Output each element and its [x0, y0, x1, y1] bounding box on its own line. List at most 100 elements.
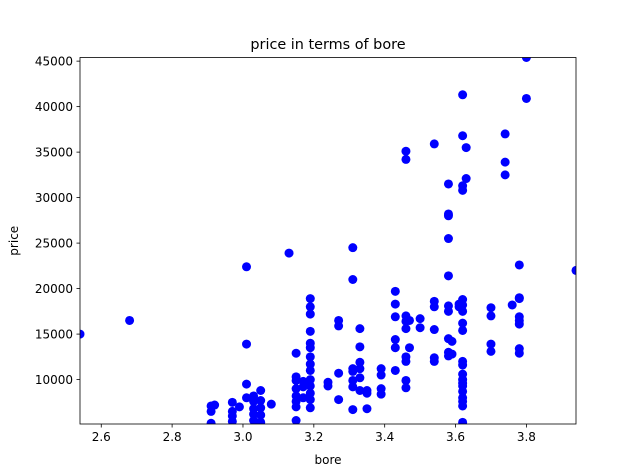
data-point: [348, 364, 358, 374]
data-point: [256, 417, 266, 424]
y-axis: 10000 15000 20000 25000 30000 35000 40000 45000: [35, 54, 80, 387]
x-tick-label: 2.6: [92, 430, 111, 444]
data-point: [305, 381, 315, 391]
data-point: [256, 403, 266, 413]
axes-frame: [79, 57, 577, 425]
data-point: [390, 343, 400, 353]
data-point: [249, 404, 259, 414]
data-point: [415, 314, 425, 324]
data-point: [443, 234, 453, 244]
data-point: [507, 300, 517, 310]
data-point: [266, 399, 276, 409]
data-point: [390, 312, 400, 322]
y-tick-label: 40000: [35, 100, 73, 114]
y-tick-label: 25000: [35, 236, 73, 250]
data-point: [298, 393, 308, 403]
data-point: [242, 339, 252, 349]
data-point: [355, 364, 365, 374]
data-point: [242, 262, 252, 272]
data-point: [305, 326, 315, 336]
y-tick-label: 10000: [35, 373, 73, 387]
data-point: [242, 393, 252, 403]
data-point: [443, 271, 453, 281]
data-point: [443, 209, 453, 219]
data-point: [334, 368, 344, 378]
data-point: [458, 325, 468, 335]
data-point: [206, 418, 216, 424]
data-point: [458, 356, 468, 366]
data-point: [256, 386, 266, 395]
y-tick-label: 30000: [35, 191, 73, 205]
data-point: [362, 404, 372, 414]
data-point: [458, 393, 468, 403]
data-point: [80, 329, 85, 339]
data-point: [125, 315, 135, 325]
data-point: [443, 179, 453, 189]
data-point: [404, 315, 414, 325]
data-point: [227, 397, 237, 407]
points-layer: [80, 57, 576, 424]
data-point: [362, 386, 372, 395]
data-point: [447, 349, 457, 359]
data-point: [401, 383, 411, 393]
data-point: [486, 346, 496, 356]
data-point: [305, 338, 315, 348]
x-tick-label: 3.8: [517, 430, 536, 444]
data-point: [249, 391, 259, 401]
y-tick-label: 35000: [35, 145, 73, 159]
data-point: [256, 396, 266, 406]
data-point: [401, 324, 411, 334]
data-point: [458, 131, 468, 141]
x-axis: 2.6 2.8 3.0 3.2 3.4 3.6 3.8: [92, 424, 536, 444]
data-point: [429, 353, 439, 363]
data-point: [429, 296, 439, 306]
data-point: [305, 403, 315, 413]
data-point: [500, 157, 510, 167]
data-point: [521, 57, 531, 62]
data-point: [355, 357, 365, 367]
data-point: [348, 382, 358, 392]
data-point: [355, 324, 365, 334]
x-tick-label: 3.4: [375, 430, 394, 444]
data-point: [355, 342, 365, 352]
x-tick-label: 3.0: [233, 430, 252, 444]
data-point: [323, 377, 333, 387]
data-point: [305, 395, 315, 405]
y-tick-label: 20000: [35, 282, 73, 296]
data-point: [256, 410, 266, 420]
data-point: [458, 369, 468, 379]
data-point: [461, 174, 471, 184]
data-point: [415, 323, 425, 333]
data-point: [284, 248, 294, 258]
data-point: [486, 339, 496, 349]
y-tick-label: 45000: [35, 54, 73, 68]
data-point: [334, 315, 344, 325]
data-point: [305, 309, 315, 319]
data-point: [305, 359, 315, 369]
data-point: [291, 384, 301, 394]
data-point: [447, 336, 457, 346]
data-point: [461, 143, 471, 153]
data-point: [355, 386, 365, 395]
x-tick-label: 3.2: [304, 430, 323, 444]
data-point: [210, 400, 220, 410]
x-tick-label: 3.6: [446, 430, 465, 444]
data-point: [305, 302, 315, 312]
data-point: [227, 406, 237, 416]
data-point: [305, 352, 315, 362]
x-axis-label: bore: [314, 453, 341, 467]
data-point: [390, 299, 400, 309]
data-point: [348, 243, 358, 253]
data-point: [376, 364, 386, 374]
data-point: [514, 344, 524, 354]
data-point: [514, 312, 524, 322]
data-point: [429, 325, 439, 335]
data-point: [305, 375, 315, 385]
data-point: [514, 293, 524, 303]
data-point: [348, 275, 358, 284]
data-point: [458, 318, 468, 328]
x-tick-label: 2.8: [163, 430, 182, 444]
chart-title: price in terms of bore: [250, 37, 405, 53]
